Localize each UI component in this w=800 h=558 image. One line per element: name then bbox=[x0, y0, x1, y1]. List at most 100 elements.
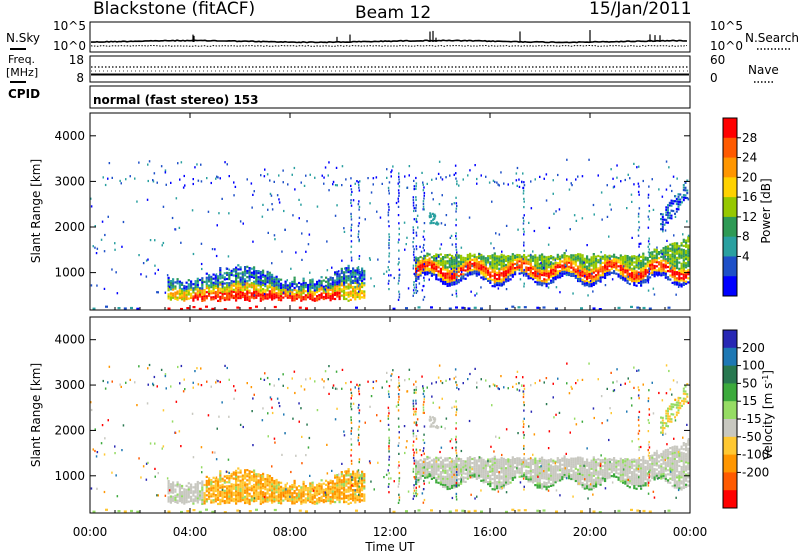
power-cell bbox=[444, 275, 446, 277]
power-cell bbox=[444, 279, 446, 281]
velocity-cell bbox=[253, 472, 255, 474]
power-cell bbox=[416, 284, 418, 286]
power-cell bbox=[440, 278, 442, 280]
velocity-cell bbox=[224, 500, 226, 502]
power-cell bbox=[507, 271, 509, 273]
power-cell bbox=[660, 272, 662, 274]
velocity-cell bbox=[357, 477, 359, 479]
velocity-cell bbox=[532, 471, 534, 473]
power-cell bbox=[478, 265, 480, 267]
power-cell bbox=[354, 276, 356, 278]
power-cell bbox=[188, 283, 190, 285]
power-cell bbox=[388, 239, 390, 241]
power-cell bbox=[631, 201, 633, 203]
power-cell bbox=[656, 251, 658, 253]
power-cell bbox=[192, 209, 194, 211]
velocity-cell bbox=[213, 487, 215, 489]
velocity-cell bbox=[186, 491, 188, 493]
power-cell bbox=[388, 190, 390, 192]
velocity-cell bbox=[276, 495, 278, 497]
power-cell bbox=[374, 285, 376, 287]
velocity-cell bbox=[361, 485, 363, 487]
power-cell bbox=[624, 257, 626, 259]
velocity-cell bbox=[235, 482, 237, 484]
velocity-cell bbox=[550, 485, 552, 487]
power-cell bbox=[447, 273, 449, 275]
power-cell bbox=[483, 262, 485, 264]
power-cell bbox=[278, 284, 280, 286]
power-cell bbox=[582, 273, 584, 275]
velocity-cell bbox=[271, 493, 273, 495]
power-cell bbox=[334, 286, 336, 288]
power-cell bbox=[548, 266, 550, 268]
power-cell bbox=[681, 263, 683, 265]
power-cell bbox=[287, 288, 289, 290]
power-cell bbox=[351, 240, 353, 242]
power-cell bbox=[272, 208, 274, 210]
power-cell bbox=[582, 267, 584, 269]
power-cell bbox=[240, 291, 242, 293]
power-cell bbox=[204, 295, 206, 297]
power-cell bbox=[413, 232, 415, 234]
power-cell bbox=[613, 264, 615, 266]
velocity-cell bbox=[354, 493, 356, 495]
velocity-cell bbox=[350, 490, 352, 492]
power-cell bbox=[289, 293, 291, 295]
power-cell bbox=[228, 294, 230, 296]
velocity-cell bbox=[354, 481, 356, 483]
power-cell bbox=[188, 298, 190, 300]
power-cell bbox=[676, 271, 678, 273]
velocity-cell bbox=[219, 474, 221, 476]
power-cell bbox=[525, 260, 527, 262]
velocity-cell bbox=[219, 472, 221, 474]
velocity-cell bbox=[541, 463, 543, 465]
velocity-cell bbox=[318, 491, 320, 493]
power-cell bbox=[165, 171, 167, 173]
power-cell bbox=[226, 288, 228, 290]
power-cell bbox=[602, 262, 604, 264]
power-cell bbox=[330, 293, 332, 295]
velocity-cell bbox=[449, 486, 451, 488]
power-cell bbox=[469, 253, 471, 255]
velocity-cell bbox=[255, 488, 257, 490]
power-cell bbox=[429, 253, 431, 255]
power-cell bbox=[314, 294, 316, 296]
power-cell bbox=[498, 278, 500, 280]
power-cell bbox=[452, 244, 454, 246]
velocity-cell bbox=[485, 462, 487, 464]
power-cell bbox=[532, 278, 534, 280]
velocity-cell bbox=[246, 494, 248, 496]
power-cell bbox=[582, 283, 584, 285]
velocity-cell bbox=[363, 485, 365, 487]
power-cell bbox=[507, 259, 509, 261]
velocity-cell bbox=[251, 477, 253, 479]
power-cell bbox=[213, 298, 215, 300]
velocity-cell bbox=[332, 480, 334, 482]
power-cell bbox=[219, 271, 221, 273]
power-cell bbox=[321, 297, 323, 299]
velocity-cell bbox=[539, 476, 541, 478]
velocity-cell bbox=[294, 490, 296, 492]
power-cell bbox=[442, 266, 444, 268]
power-cell bbox=[228, 299, 230, 301]
power-cell bbox=[447, 279, 449, 281]
power-cell bbox=[685, 197, 687, 199]
power-cell bbox=[556, 286, 558, 288]
power-cell bbox=[591, 256, 593, 258]
power-cell bbox=[390, 274, 392, 276]
power-cell bbox=[638, 259, 640, 261]
power-cell bbox=[233, 297, 235, 299]
power-cell bbox=[423, 197, 425, 199]
power-cell bbox=[294, 281, 296, 283]
power-cell bbox=[627, 274, 629, 276]
power-cell bbox=[575, 254, 577, 256]
velocity-cell bbox=[341, 481, 343, 483]
power-cell bbox=[496, 259, 498, 261]
power-cell bbox=[267, 285, 269, 287]
power-cell bbox=[354, 294, 356, 296]
power-cell bbox=[627, 263, 629, 265]
velocity-cell bbox=[276, 499, 278, 501]
power-cell bbox=[667, 252, 669, 254]
velocity-cell bbox=[188, 488, 190, 490]
velocity-cell bbox=[541, 487, 543, 489]
